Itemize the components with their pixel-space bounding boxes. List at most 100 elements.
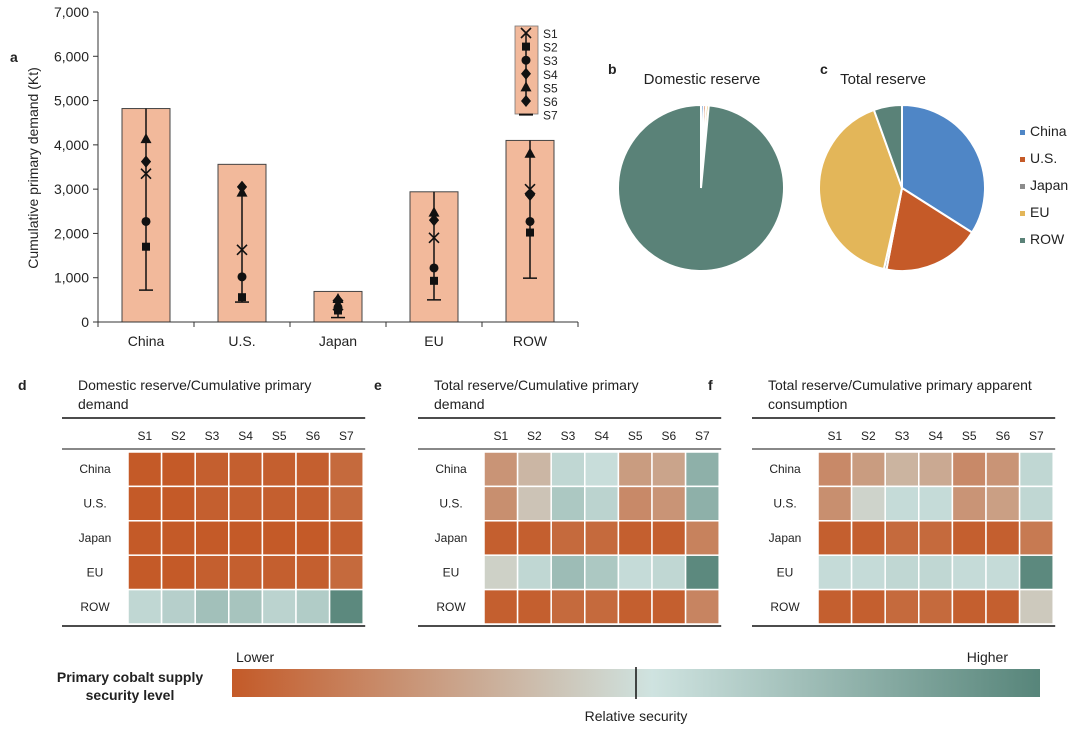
panel-b: b Domestic reserve: [608, 61, 785, 272]
heatmap-panel-label: e: [374, 377, 382, 393]
marker-s3: [429, 263, 439, 273]
heatmap-row-label: EU: [777, 565, 794, 579]
legend-item-label: U.S.: [1030, 150, 1057, 166]
x-tick-label: Japan: [319, 333, 357, 349]
legend-marker-s6: [521, 95, 531, 107]
legend-swatch-japan: [1020, 184, 1025, 189]
y-axis-label: Cumulative primary demand (Kt): [25, 67, 41, 269]
heatmap-cell: [951, 451, 987, 488]
heatmap-col-label: S7: [339, 429, 354, 443]
legend-item-label: China: [1030, 123, 1067, 139]
heatmap-cell: [651, 520, 687, 556]
y-tick-label: 7,000: [54, 4, 89, 20]
heatmap-cell: [985, 554, 1021, 591]
heatmap-cell: [483, 485, 519, 522]
heatmap-col-label: S4: [928, 429, 943, 443]
heatmap-row-label: EU: [443, 565, 460, 579]
heatmap-row-label: EU: [87, 565, 104, 579]
heatmap-cell: [228, 520, 264, 556]
marker-s5: [140, 133, 152, 144]
marker-s2: [238, 293, 246, 302]
heatmap-col-label: S5: [628, 429, 643, 443]
heatmap-cell: [228, 485, 264, 522]
heatmap-cell: [850, 451, 886, 488]
heatmap-title-line2: demand: [434, 396, 485, 412]
marker-s3: [333, 302, 343, 312]
heatmap-cell: [817, 451, 853, 488]
heatmap-cell: [127, 485, 163, 522]
legend-label: S4: [543, 68, 558, 82]
heatmap-cell: [850, 588, 886, 625]
legend-label: S3: [543, 54, 558, 68]
legend-marker-s5: [520, 81, 532, 92]
heatmap-panel-label: d: [18, 377, 27, 393]
heatmap-cell: [516, 554, 552, 591]
heatmap-panel-e: e Total reserve/Cumulative primary demand S…: [374, 377, 722, 627]
scale-higher-label: Higher: [967, 649, 1009, 665]
heatmaps: d Domestic reserve/Cumulative primary dema…: [18, 377, 1056, 627]
x-tick-label: EU: [424, 333, 443, 349]
panel-b-label: b: [608, 61, 617, 77]
heatmap-cell: [550, 554, 586, 591]
heatmap-cell: [617, 588, 653, 625]
heatmap-cell: [850, 554, 886, 591]
heatmap-cell: [1018, 485, 1054, 522]
heatmap-cell: [228, 588, 264, 625]
pie-c-slice-eu: [818, 108, 904, 271]
heatmap-cell: [160, 588, 196, 625]
range-lines: [139, 108, 537, 319]
heatmap-row-label: China: [79, 462, 111, 476]
heatmap-cell: [516, 451, 552, 488]
heatmap-col-label: S6: [305, 429, 320, 443]
heatmap-cell: [918, 485, 954, 522]
heatmap-cell: [985, 588, 1021, 625]
heatmap-cell: [884, 451, 920, 488]
heatmap-cell: [1018, 451, 1054, 488]
panel-c: c Total reserve: [818, 61, 986, 272]
heatmap-cell: [684, 451, 720, 488]
scale-caption: Relative security: [585, 708, 688, 724]
heatmap-cell: [295, 485, 331, 522]
heatmap-row-label: Japan: [435, 531, 468, 545]
y-tick-label: 6,000: [54, 48, 89, 64]
legend-label: S2: [543, 41, 558, 55]
heatmap-title-line1: Total reserve/Cumulative primary: [434, 377, 639, 393]
heatmap-cell: [194, 485, 230, 522]
heatmap-cell: [884, 554, 920, 591]
panel-a: a Cumulative primary demand (Kt) 0 1,000 2…: [10, 4, 579, 349]
legend-marker-s3: [521, 55, 531, 65]
heatmap-cell: [1018, 588, 1054, 625]
marker-s2: [430, 276, 438, 285]
heatmap-cell: [951, 554, 987, 591]
heatmap-col-label: S3: [895, 429, 910, 443]
heatmap-col-label: S3: [205, 429, 220, 443]
heatmap-cell: [951, 485, 987, 522]
heatmap-cell: [550, 485, 586, 522]
heatmap-col-label: S5: [272, 429, 287, 443]
heatmap-cell: [127, 520, 163, 556]
heatmap-cell: [516, 520, 552, 556]
security-scale: Primary cobalt supply security level Low…: [57, 649, 1040, 724]
heatmap-cell: [817, 588, 853, 625]
legend-label: S5: [543, 81, 558, 95]
heatmap-cell: [160, 485, 196, 522]
heatmap-cell: [328, 485, 364, 522]
y-tick-label: 3,000: [54, 181, 89, 197]
scale-title-line1: Primary cobalt supply: [57, 669, 203, 685]
heatmap-col-label: S5: [962, 429, 977, 443]
heatmap-cell: [228, 451, 264, 488]
pie-c-slice-us: [885, 186, 974, 272]
heatmap-col-label: S4: [238, 429, 253, 443]
heatmap-cell: [550, 588, 586, 625]
pie-b-slice-row: [617, 103, 785, 272]
heatmap-col-label: S1: [137, 429, 152, 443]
heatmap-cell: [985, 451, 1021, 488]
heatmap-cell: [1018, 520, 1054, 556]
x-ticks: China U.S. Japan EU ROW: [97, 322, 579, 349]
marker-s2: [526, 228, 534, 237]
marker-s2: [142, 242, 150, 251]
marker-s6: [525, 188, 535, 201]
heatmap-cell: [483, 520, 519, 556]
